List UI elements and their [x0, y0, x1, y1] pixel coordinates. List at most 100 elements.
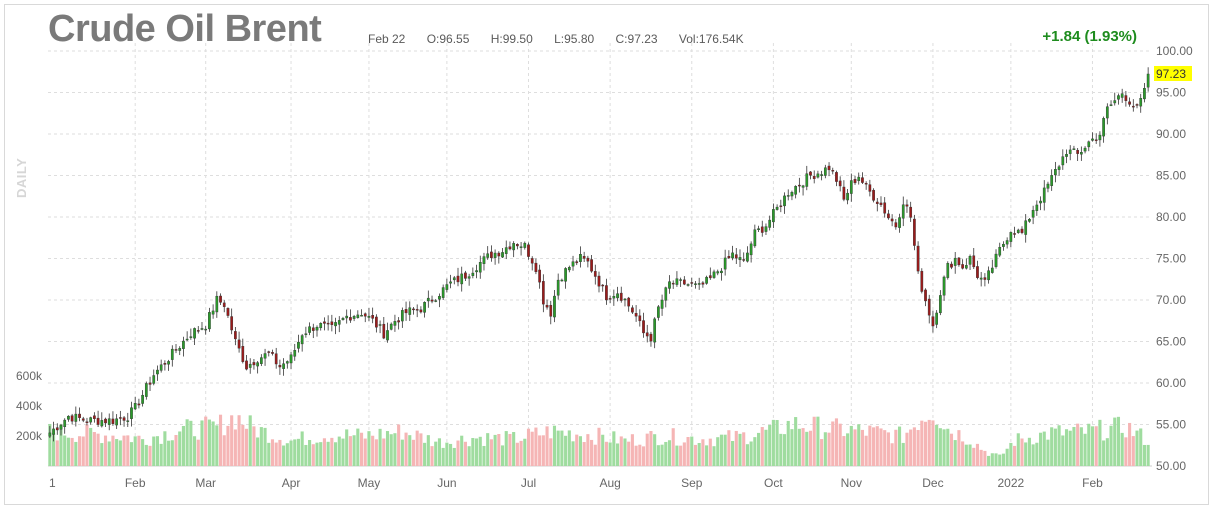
candle [1098, 131, 1102, 147]
candle-body [200, 328, 204, 330]
candle-body [720, 270, 723, 274]
volume-bar [1064, 429, 1069, 466]
volume-bar [1128, 422, 1132, 466]
volume-bar [927, 419, 931, 466]
x-tick-label: 1 [49, 476, 56, 490]
candle [831, 167, 835, 175]
candle-body [894, 222, 898, 228]
candle-body [267, 351, 271, 353]
volume-bar [244, 428, 249, 466]
candle-body [705, 276, 708, 284]
candle-body [675, 278, 679, 285]
volume-bar [437, 438, 442, 466]
candle-body [234, 331, 237, 340]
volume-bar [593, 444, 597, 466]
candle-body [189, 336, 193, 338]
candle-body [319, 323, 323, 329]
candle [1102, 116, 1105, 143]
candle-body [979, 277, 983, 280]
candle-body [760, 226, 764, 233]
candle-body [152, 375, 156, 384]
candle [230, 308, 234, 335]
candle-body [141, 394, 144, 404]
candle [156, 365, 159, 381]
volume-bar [356, 428, 360, 466]
candle-body [271, 352, 274, 354]
y-tick-label: 55.00 [1156, 418, 1186, 432]
volume-bar [701, 439, 705, 466]
candle-body [823, 167, 827, 176]
candle [100, 412, 104, 428]
volume-bar [975, 443, 980, 466]
candle-body [211, 310, 215, 315]
volume-bar [456, 440, 460, 466]
candle-body [48, 432, 52, 437]
volume-bar [1139, 428, 1143, 466]
candle [501, 247, 504, 259]
candle-body [1080, 152, 1083, 155]
candle [400, 307, 404, 328]
candle [271, 349, 274, 356]
volume-bar [441, 447, 445, 466]
candle-body [786, 195, 790, 197]
volume-bar [393, 433, 397, 466]
candle [1020, 226, 1024, 235]
candle [801, 184, 805, 196]
volume-bar [155, 436, 160, 466]
candle [705, 275, 708, 285]
volume-bar [1087, 423, 1091, 466]
volume-bar [920, 420, 924, 466]
x-tick-label: Feb [125, 476, 146, 490]
candle [601, 284, 605, 292]
candle [723, 249, 727, 276]
volume-bar [52, 432, 56, 466]
candle-body [775, 206, 779, 210]
candle-body [96, 417, 100, 425]
volume-bar [267, 442, 271, 466]
volume-bar [768, 425, 772, 466]
candle-body [927, 298, 931, 316]
volume-bar [597, 427, 601, 466]
candle [541, 274, 545, 313]
y-tick-label: 75.00 [1156, 252, 1186, 266]
last-price-marker: 97.23 [1154, 65, 1192, 81]
candle [1139, 93, 1143, 113]
candle [679, 277, 682, 287]
volume-bar [497, 433, 501, 466]
volume-bar [322, 438, 326, 466]
candle-body [326, 322, 330, 325]
candle-body [649, 333, 653, 342]
ohlc-close: C:97.23 [615, 32, 658, 46]
candle [1072, 145, 1076, 150]
volume-bar [742, 432, 746, 466]
volume-bar [285, 443, 289, 466]
volume-bar [957, 430, 961, 466]
volume-bar [886, 432, 890, 466]
volume-bar [857, 424, 861, 466]
candle [111, 411, 115, 426]
ohlc-date: Feb 22 [368, 32, 406, 46]
x-tick-label: Apr [282, 476, 301, 490]
volume-bar [293, 439, 297, 466]
volume-bar [834, 418, 839, 466]
candle-body [263, 353, 267, 359]
volume-bar [204, 416, 208, 466]
candle [278, 359, 282, 375]
volume-bar [81, 436, 85, 466]
candle-body [400, 310, 404, 322]
candle-body [1020, 228, 1024, 233]
candle-body [538, 269, 541, 283]
volume-bar [682, 442, 686, 466]
candle-body [196, 330, 200, 332]
candle-body [579, 254, 582, 262]
candle-body [890, 218, 894, 222]
candle-body [460, 273, 464, 285]
volume-bar [853, 429, 857, 466]
candle [527, 242, 530, 260]
candle [631, 305, 634, 315]
candle-body [315, 326, 319, 331]
volume-bar [237, 415, 241, 466]
volume-bar [942, 429, 946, 466]
candle-body [853, 179, 857, 184]
